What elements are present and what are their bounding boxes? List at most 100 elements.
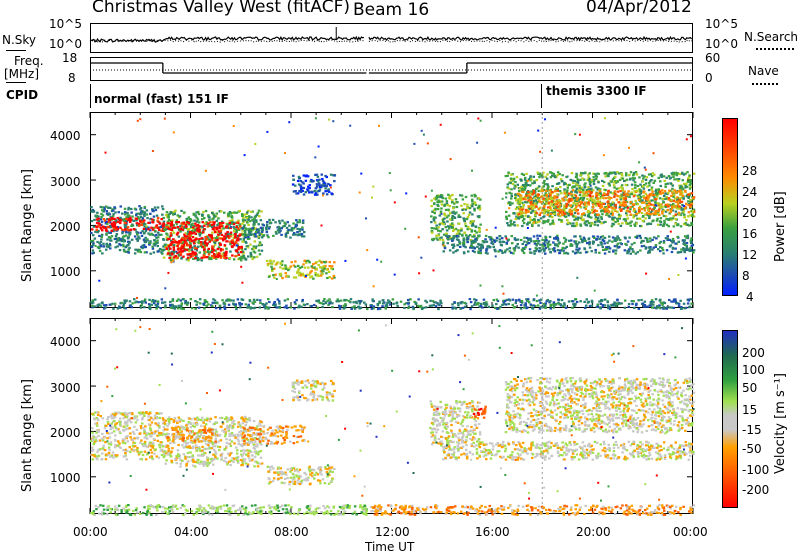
power-cell <box>629 205 632 209</box>
power-cell <box>679 225 683 228</box>
power-cell <box>164 304 167 307</box>
power-cell <box>259 226 263 229</box>
power-cell <box>207 253 211 256</box>
power-cell <box>675 196 679 199</box>
power-cell <box>303 231 306 234</box>
power-cell <box>616 171 619 174</box>
power-cell <box>295 192 298 195</box>
power-cell <box>590 301 594 304</box>
power-cell <box>278 228 281 231</box>
power-cell <box>649 203 653 206</box>
power-cell <box>644 237 647 240</box>
power-cell <box>529 176 532 179</box>
power-cell <box>620 204 624 207</box>
power-cell <box>253 251 257 254</box>
power-cell <box>507 302 510 306</box>
power-cell <box>308 261 311 264</box>
power-cell <box>635 302 638 305</box>
power-cell <box>511 182 515 185</box>
power-cell <box>662 307 665 310</box>
power-cell <box>353 305 356 308</box>
power-cell <box>510 195 513 198</box>
power-cell <box>564 196 567 199</box>
power-cell <box>90 302 94 305</box>
freq-panel <box>90 57 693 81</box>
power-cell <box>659 180 662 183</box>
power-cell <box>531 193 534 196</box>
power-cell <box>513 306 517 309</box>
power-cell <box>640 211 644 215</box>
power-cell <box>672 225 676 228</box>
power-cell <box>538 185 541 188</box>
power-cell <box>180 302 184 305</box>
power-cell <box>613 238 617 241</box>
power-cell <box>253 306 257 309</box>
power-cell <box>101 214 105 217</box>
power-cell <box>225 256 228 260</box>
power-cell <box>585 298 588 301</box>
power-cell <box>259 219 263 222</box>
power-cell <box>577 212 580 215</box>
power-cell <box>210 223 214 227</box>
power-scatter-cell <box>254 143 257 145</box>
power-cell <box>238 303 241 306</box>
power-cell <box>97 229 100 232</box>
power-cell <box>138 237 141 240</box>
power-cell <box>117 238 120 241</box>
power-cell <box>671 187 674 190</box>
power-cell <box>336 298 339 301</box>
power-cell <box>259 299 262 302</box>
power-cell <box>306 175 310 178</box>
power-cell <box>180 248 183 251</box>
power-cell <box>297 274 301 277</box>
nave-tick-top: 60 <box>705 51 721 65</box>
power-cell <box>241 222 244 225</box>
power-cell <box>319 274 323 277</box>
power-cell <box>654 202 657 205</box>
power-cell <box>99 241 103 244</box>
power-cell <box>585 188 589 192</box>
power-cell <box>683 251 686 254</box>
power-cell <box>609 202 612 206</box>
power-cell <box>553 243 557 246</box>
power-cell <box>109 244 112 247</box>
power-cell <box>438 223 441 226</box>
power-cell <box>188 236 191 240</box>
power-cell <box>611 222 614 225</box>
power-cell <box>504 175 508 178</box>
power-cb-tick-4: 4 <box>746 290 754 304</box>
power-cell <box>407 298 410 302</box>
power-cell <box>168 227 171 230</box>
power-cell <box>618 217 621 220</box>
power-cell <box>686 171 689 174</box>
power-cell <box>161 207 165 211</box>
power-cell <box>596 303 600 306</box>
power-cell <box>633 177 636 180</box>
power-cell <box>263 303 267 306</box>
power-cell <box>596 197 599 200</box>
nsearch-series <box>89 39 693 43</box>
power-cell <box>323 184 326 188</box>
power-cell <box>647 246 651 249</box>
power-cell <box>625 221 628 224</box>
power-cell <box>526 241 529 244</box>
power-cell <box>460 233 464 236</box>
power-cell <box>574 298 578 301</box>
power-cell <box>171 253 174 256</box>
power-cell <box>658 242 661 245</box>
power-cell <box>554 188 558 191</box>
power-cell <box>495 303 498 306</box>
power-cell <box>123 207 127 210</box>
power-cell <box>466 228 469 231</box>
power-cell <box>316 274 319 277</box>
power-cell <box>650 188 653 191</box>
power-cell <box>654 190 657 193</box>
power-cell <box>639 249 642 252</box>
power-cell <box>266 234 269 237</box>
power-cell <box>543 194 547 197</box>
power-cell <box>676 205 679 208</box>
power-cell <box>668 298 671 302</box>
power-cell <box>229 226 232 230</box>
power-cell <box>686 234 690 237</box>
power-cell <box>533 252 536 255</box>
